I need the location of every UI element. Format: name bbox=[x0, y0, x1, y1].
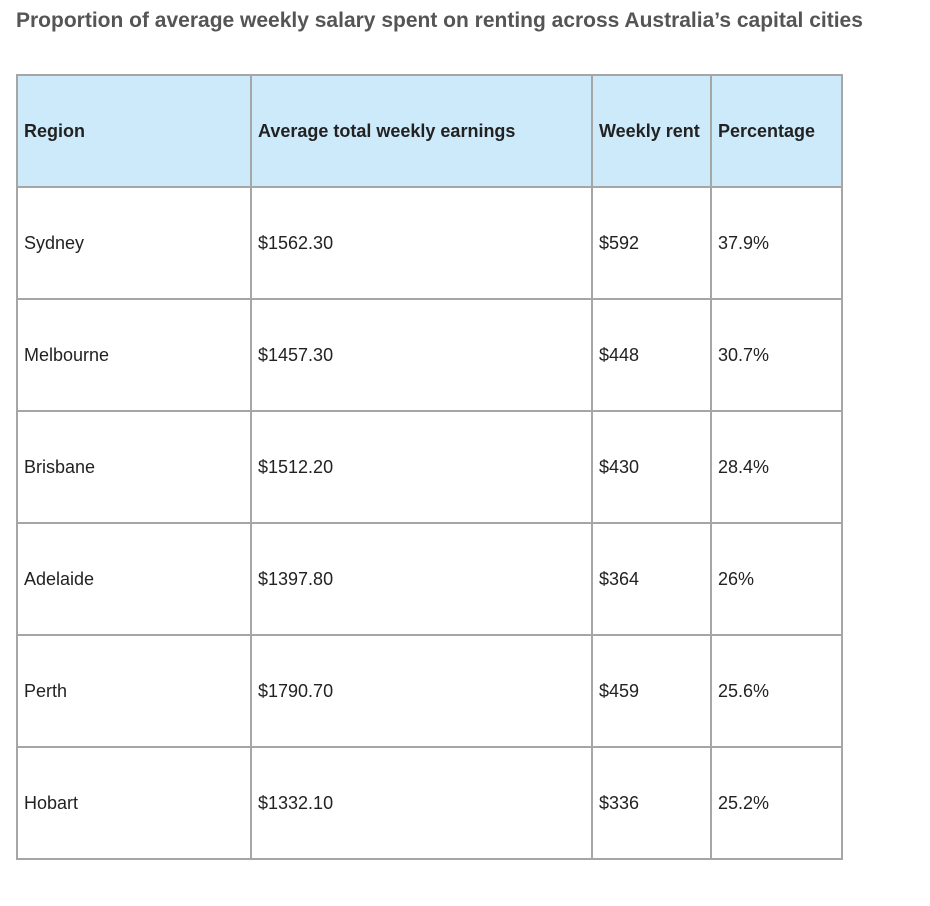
cell-percentage: 25.2% bbox=[710, 746, 843, 860]
cell-region: Perth bbox=[16, 634, 252, 748]
cell-earnings: $1562.30 bbox=[250, 186, 593, 300]
table-row: Perth $1790.70 $459 25.6% bbox=[16, 634, 843, 748]
cell-region: Adelaide bbox=[16, 522, 252, 636]
cell-earnings: $1790.70 bbox=[250, 634, 593, 748]
header-region: Region bbox=[16, 74, 252, 188]
cell-percentage: 26% bbox=[710, 522, 843, 636]
cell-weekly-rent: $430 bbox=[591, 410, 712, 524]
table-header-row: Region Average total weekly earnings Wee… bbox=[16, 74, 843, 188]
cell-region: Sydney bbox=[16, 186, 252, 300]
header-earnings: Average total weekly earnings bbox=[250, 74, 593, 188]
cell-percentage: 28.4% bbox=[710, 410, 843, 524]
cell-region: Brisbane bbox=[16, 410, 252, 524]
cell-earnings: $1397.80 bbox=[250, 522, 593, 636]
cell-weekly-rent: $592 bbox=[591, 186, 712, 300]
cell-region: Hobart bbox=[16, 746, 252, 860]
header-weekly-rent: Weekly rent bbox=[591, 74, 712, 188]
table-row: Melbourne $1457.30 $448 30.7% bbox=[16, 298, 843, 412]
header-percentage: Percentage bbox=[710, 74, 843, 188]
cell-earnings: $1457.30 bbox=[250, 298, 593, 412]
rent-table: Region Average total weekly earnings Wee… bbox=[16, 74, 843, 860]
table-row: Sydney $1562.30 $592 37.9% bbox=[16, 186, 843, 300]
cell-weekly-rent: $364 bbox=[591, 522, 712, 636]
cell-weekly-rent: $336 bbox=[591, 746, 712, 860]
table-row: Brisbane $1512.20 $430 28.4% bbox=[16, 410, 843, 524]
cell-weekly-rent: $459 bbox=[591, 634, 712, 748]
table-row: Hobart $1332.10 $336 25.2% bbox=[16, 746, 843, 860]
cell-weekly-rent: $448 bbox=[591, 298, 712, 412]
table-row: Adelaide $1397.80 $364 26% bbox=[16, 522, 843, 636]
cell-earnings: $1332.10 bbox=[250, 746, 593, 860]
page-title: Proportion of average weekly salary spen… bbox=[16, 9, 863, 32]
cell-percentage: 30.7% bbox=[710, 298, 843, 412]
cell-region: Melbourne bbox=[16, 298, 252, 412]
cell-earnings: $1512.20 bbox=[250, 410, 593, 524]
cell-percentage: 37.9% bbox=[710, 186, 843, 300]
cell-percentage: 25.6% bbox=[710, 634, 843, 748]
